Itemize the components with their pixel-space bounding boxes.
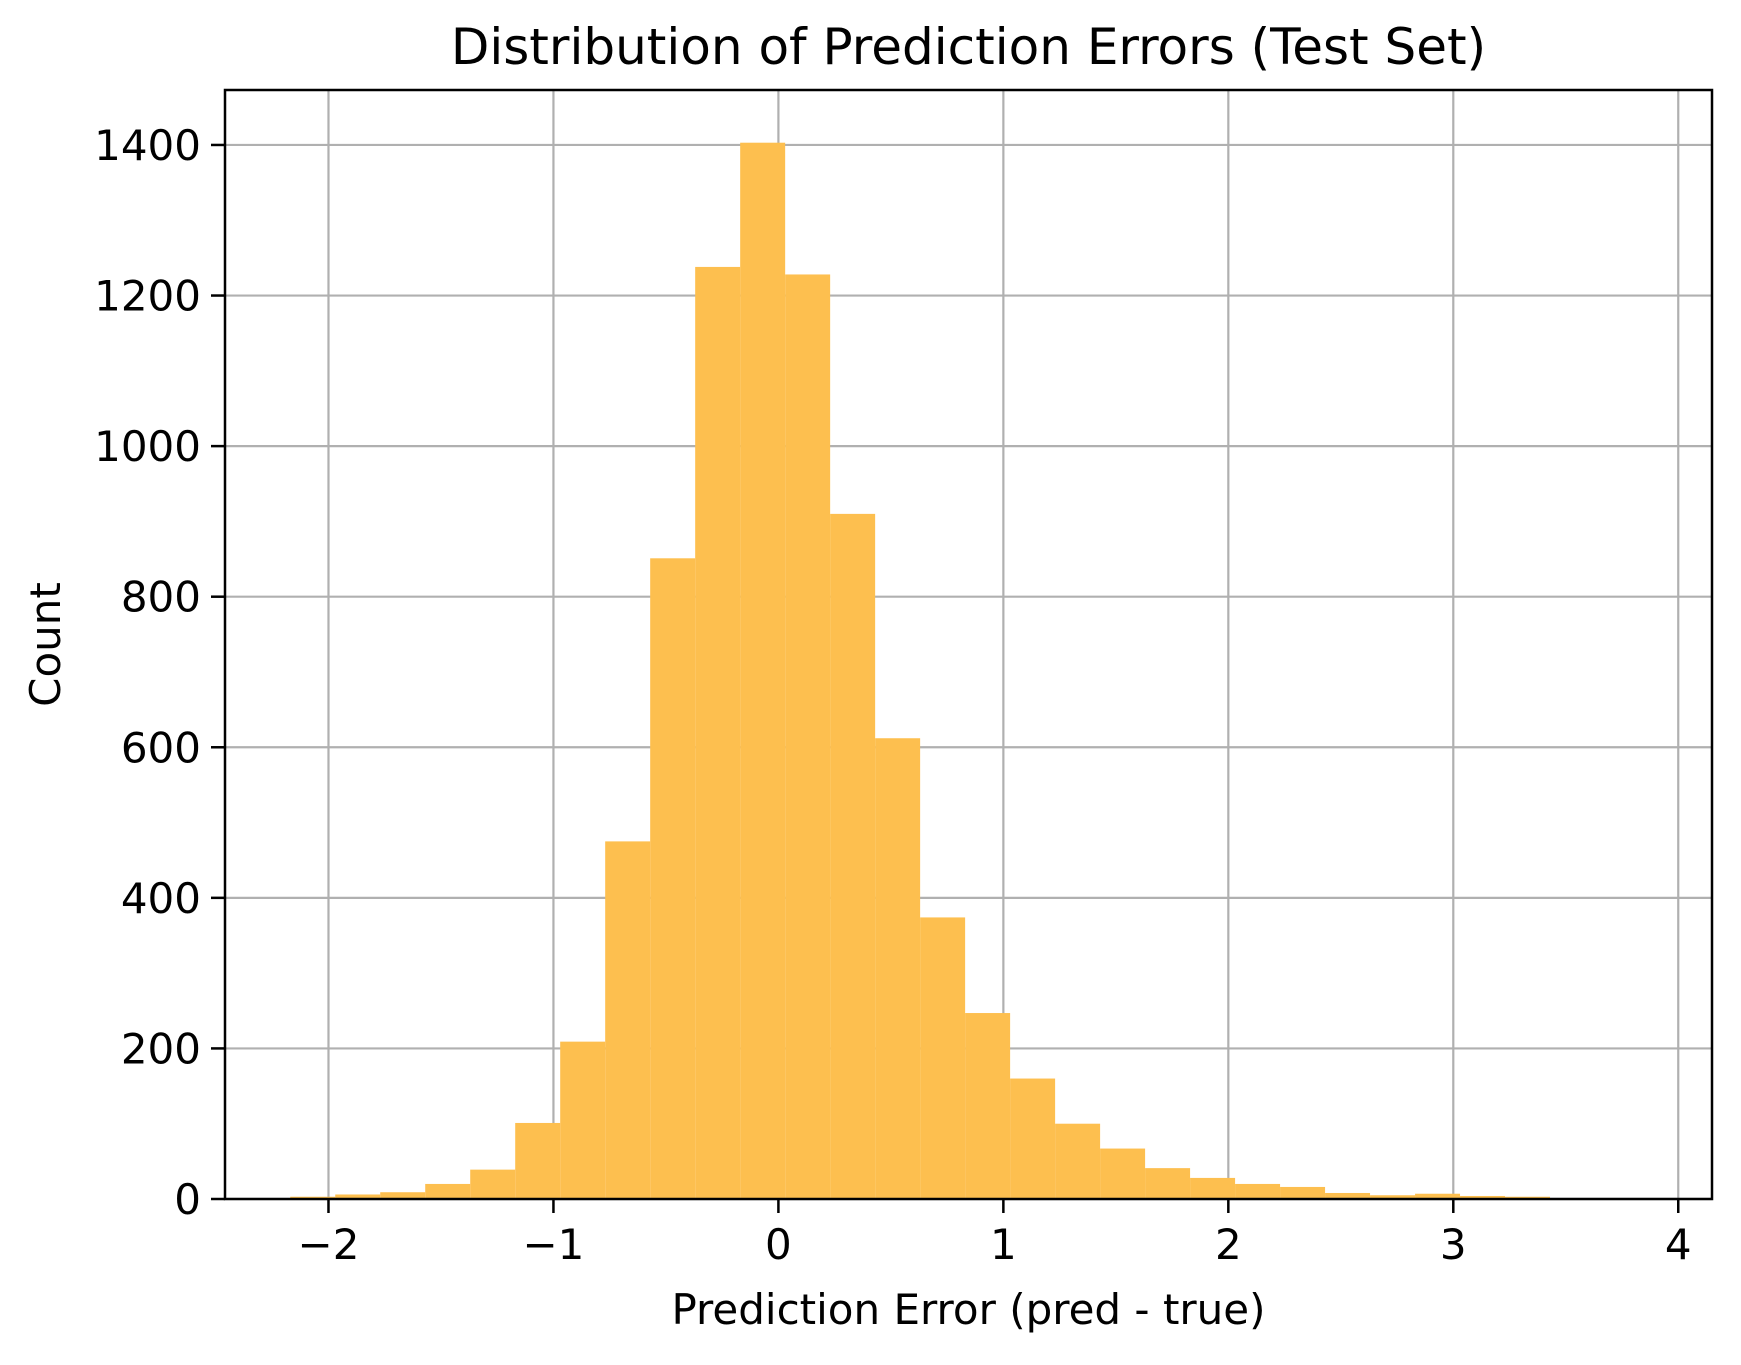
x-tick-label: −2 bbox=[298, 1220, 360, 1269]
x-tick-label: −1 bbox=[522, 1220, 584, 1269]
y-tick-label: 400 bbox=[121, 874, 201, 923]
histogram-bar bbox=[965, 1013, 1011, 1199]
y-tick-label: 1200 bbox=[94, 272, 201, 321]
histogram-bar bbox=[1415, 1193, 1461, 1199]
y-axis-tick-labels: 0 200 400 600 800 1000 1200 1400 bbox=[94, 121, 201, 1224]
chart-title: Distribution of Prediction Errors (Test … bbox=[451, 18, 1486, 76]
histogram-bar bbox=[1145, 1168, 1191, 1199]
histogram-bar bbox=[785, 274, 831, 1199]
y-tick-label: 1000 bbox=[94, 422, 201, 471]
histogram-bar bbox=[1370, 1195, 1416, 1199]
histogram-bar bbox=[470, 1169, 516, 1199]
histogram-bar bbox=[830, 513, 876, 1199]
y-tick-label: 800 bbox=[121, 573, 201, 622]
gridlines bbox=[225, 90, 1712, 1201]
x-tick-label: 2 bbox=[1215, 1220, 1242, 1269]
x-tick-label: 3 bbox=[1440, 1220, 1467, 1269]
histogram-bar bbox=[1460, 1195, 1506, 1199]
x-tick-label: 4 bbox=[1665, 1220, 1692, 1269]
histogram-bars bbox=[290, 142, 1641, 1200]
histogram-bar bbox=[515, 1122, 561, 1199]
x-tick-label: 1 bbox=[990, 1220, 1017, 1269]
x-axis-tick-labels: −2 −1 0 1 2 3 4 bbox=[298, 1220, 1692, 1269]
histogram-bar bbox=[380, 1192, 426, 1199]
histogram-bar bbox=[1280, 1186, 1326, 1199]
histogram-bar bbox=[605, 841, 651, 1199]
y-tick-label: 0 bbox=[174, 1175, 201, 1224]
histogram-bar bbox=[1325, 1192, 1371, 1199]
y-tick-label: 600 bbox=[121, 723, 201, 772]
histogram-bar bbox=[335, 1194, 381, 1199]
y-tick-label: 200 bbox=[121, 1024, 201, 1073]
x-tick-label: 0 bbox=[765, 1220, 792, 1269]
histogram-bar bbox=[695, 266, 741, 1199]
histogram-bar bbox=[920, 917, 966, 1199]
histogram-bar bbox=[1190, 1177, 1236, 1199]
histogram-bar bbox=[740, 142, 786, 1200]
x-axis-label: Prediction Error (pred - true) bbox=[671, 1285, 1265, 1334]
plot-border bbox=[223, 88, 1714, 1201]
histogram-bar bbox=[650, 558, 696, 1199]
histogram-bar bbox=[425, 1183, 471, 1199]
histogram-bar bbox=[560, 1041, 606, 1199]
histogram-bar bbox=[1010, 1078, 1056, 1199]
y-axis-label: Count bbox=[21, 582, 70, 707]
axis-ticks bbox=[211, 143, 1680, 1213]
histogram-bar bbox=[1055, 1123, 1101, 1199]
histogram-bar bbox=[1100, 1148, 1146, 1199]
histogram-bar bbox=[875, 738, 921, 1199]
y-tick-label: 1400 bbox=[94, 121, 201, 170]
histogram-bar bbox=[1235, 1183, 1281, 1199]
